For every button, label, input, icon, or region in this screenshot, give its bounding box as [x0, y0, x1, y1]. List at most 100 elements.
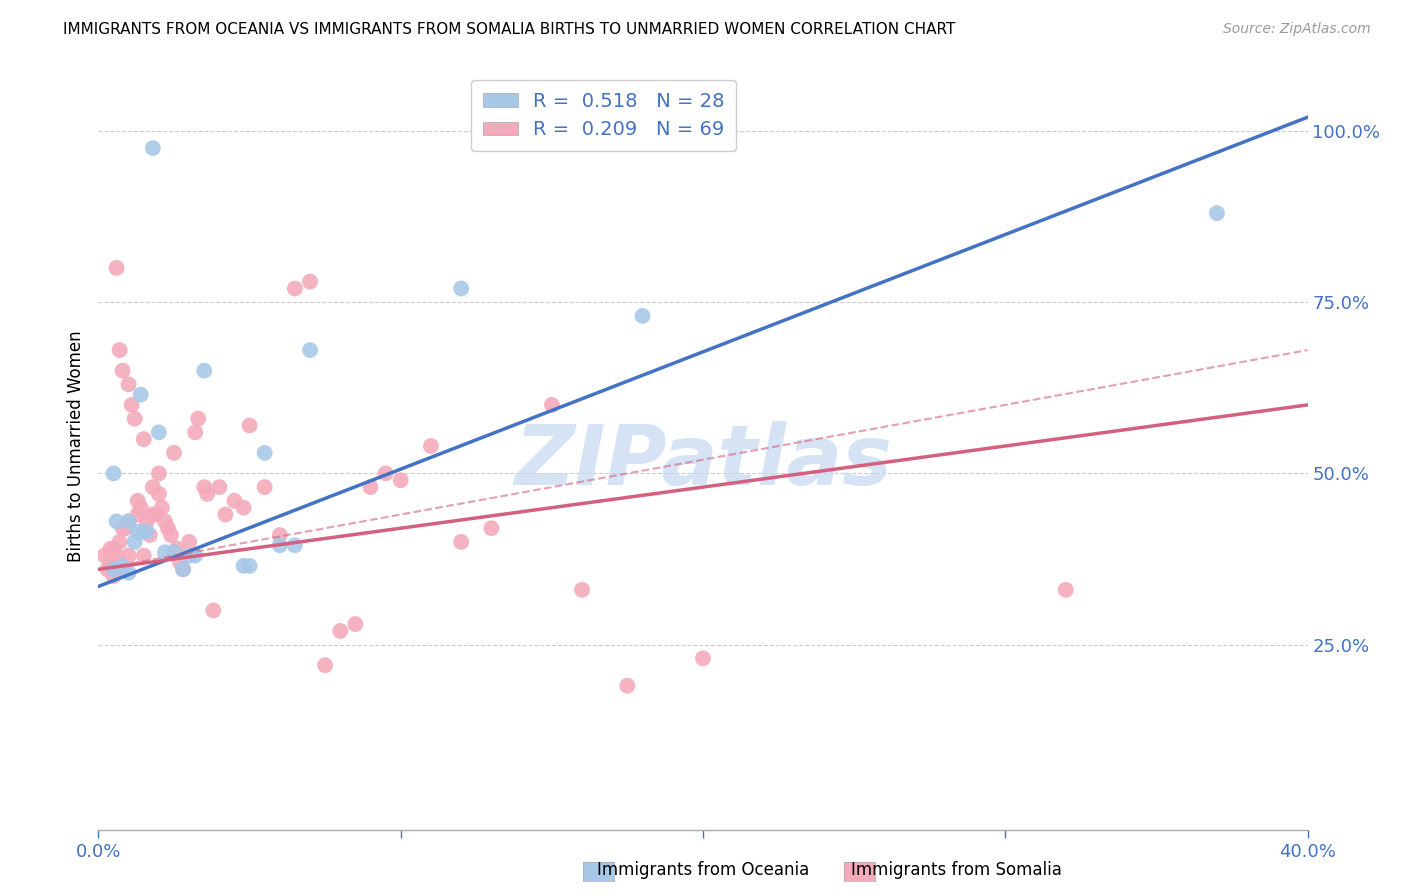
Point	[224, 493, 246, 508]
Point	[145, 508, 167, 522]
Point	[420, 439, 443, 453]
Text: Immigrants from Somalia: Immigrants from Somalia	[851, 861, 1062, 879]
Point	[184, 425, 207, 440]
Point	[329, 624, 352, 638]
Point	[118, 377, 141, 392]
Point	[163, 446, 186, 460]
Point	[172, 562, 194, 576]
Text: IMMIGRANTS FROM OCEANIA VS IMMIGRANTS FROM SOMALIA BIRTHS TO UNMARRIED WOMEN COR: IMMIGRANTS FROM OCEANIA VS IMMIGRANTS FR…	[63, 22, 956, 37]
Point	[148, 467, 170, 481]
Point	[253, 446, 276, 460]
Point	[187, 411, 209, 425]
Point	[156, 521, 179, 535]
Point	[616, 679, 638, 693]
Point	[108, 343, 131, 358]
Point	[127, 493, 149, 508]
Point	[450, 535, 472, 549]
Point	[118, 514, 141, 528]
Point	[129, 387, 152, 401]
Point	[121, 398, 143, 412]
Point	[374, 467, 396, 481]
Point	[150, 500, 173, 515]
Point	[153, 545, 176, 559]
Point	[127, 508, 149, 522]
Point	[124, 535, 146, 549]
Point	[179, 535, 201, 549]
Point	[1054, 582, 1077, 597]
Point	[142, 508, 165, 522]
Point	[103, 541, 125, 556]
Point	[232, 558, 254, 573]
Point	[195, 487, 218, 501]
Point	[239, 418, 262, 433]
Legend: R =  0.518   N = 28, R =  0.209   N = 69: R = 0.518 N = 28, R = 0.209 N = 69	[471, 79, 737, 151]
Y-axis label: Births to Unmarried Women: Births to Unmarried Women	[66, 330, 84, 562]
Point	[103, 562, 125, 576]
Point	[105, 260, 128, 275]
Point	[208, 480, 231, 494]
Point	[127, 524, 149, 539]
Point	[269, 538, 291, 552]
Point	[111, 364, 134, 378]
Point	[269, 528, 291, 542]
Point	[184, 549, 207, 563]
Point	[692, 651, 714, 665]
Point	[284, 538, 307, 552]
Point	[105, 549, 128, 563]
Point	[160, 528, 183, 542]
Point	[139, 528, 162, 542]
Point	[450, 281, 472, 295]
Point	[129, 500, 152, 515]
Point	[284, 281, 307, 295]
Point	[1206, 206, 1229, 220]
Point	[111, 558, 134, 573]
Point	[163, 545, 186, 559]
Point	[169, 556, 191, 570]
Point	[142, 480, 165, 494]
Point	[103, 569, 125, 583]
Point	[299, 275, 322, 289]
Point	[214, 508, 236, 522]
Point	[132, 549, 155, 563]
Point	[202, 603, 225, 617]
Point	[571, 582, 593, 597]
Point	[103, 556, 125, 570]
Point	[132, 432, 155, 446]
Point	[118, 514, 141, 528]
Point	[253, 480, 276, 494]
Point	[132, 524, 155, 539]
Point	[179, 549, 201, 563]
Point	[105, 514, 128, 528]
Point	[103, 562, 125, 576]
Point	[314, 658, 336, 673]
Point	[103, 467, 125, 481]
Point	[124, 411, 146, 425]
Point	[100, 541, 122, 556]
Point	[360, 480, 382, 494]
Point	[100, 556, 122, 570]
Point	[135, 514, 157, 528]
Text: Immigrants from Oceania: Immigrants from Oceania	[598, 861, 808, 879]
Point	[193, 364, 215, 378]
Point	[299, 343, 322, 358]
Point	[114, 521, 136, 535]
Point	[153, 514, 176, 528]
Point	[540, 398, 562, 412]
Point	[93, 549, 115, 563]
Point	[172, 562, 194, 576]
Point	[142, 141, 165, 155]
Point	[118, 566, 141, 580]
Point	[193, 480, 215, 494]
Point	[481, 521, 503, 535]
Point	[239, 558, 262, 573]
Text: Source: ZipAtlas.com: Source: ZipAtlas.com	[1223, 22, 1371, 37]
Point	[389, 473, 412, 487]
Point	[631, 309, 654, 323]
Point	[96, 562, 118, 576]
Point	[148, 425, 170, 440]
Point	[108, 535, 131, 549]
Text: ZIPatlas: ZIPatlas	[515, 421, 891, 502]
Point	[344, 617, 367, 632]
Point	[135, 524, 157, 539]
Point	[118, 549, 141, 563]
